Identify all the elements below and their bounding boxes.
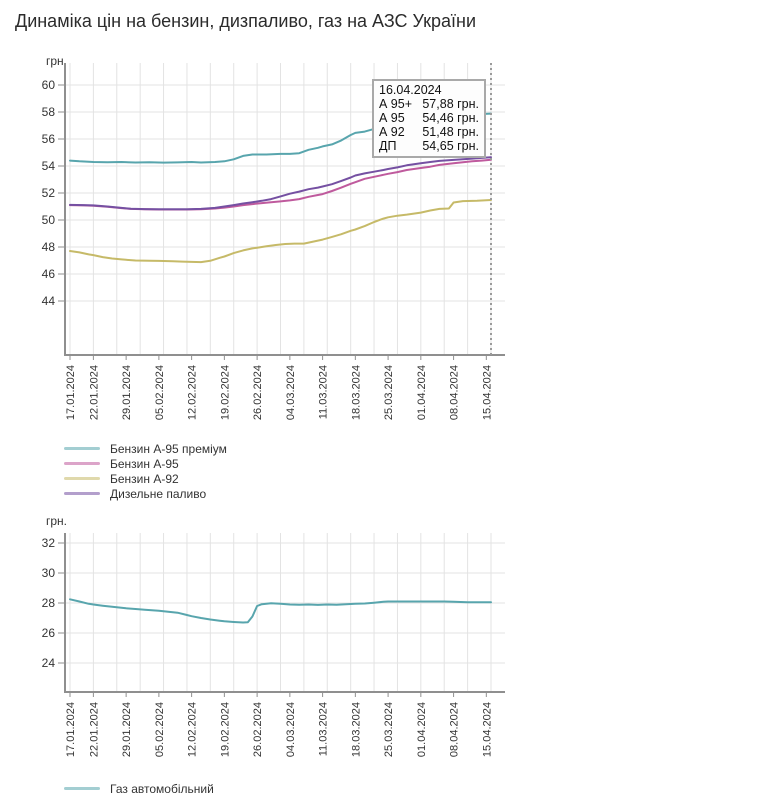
- legend-label: Бензин А-95 преміум: [110, 441, 227, 456]
- x-axis-tick-label: 04.03.2024: [285, 702, 297, 757]
- x-axis-tick-label: 17.01.2024: [65, 702, 77, 757]
- x-axis-tick-label: 05.02.2024: [154, 365, 166, 420]
- x-axis-tick-label: 26.02.2024: [252, 702, 264, 757]
- tooltip-series-value: 51,48 грн.: [422, 125, 479, 139]
- x-axis-tick-label: 11.03.2024: [318, 365, 330, 419]
- legend-label: Газ автомобільний: [110, 781, 214, 796]
- x-axis-tick-label: 19.02.2024: [219, 702, 231, 757]
- tooltip-date: 16.04.2024: [379, 83, 442, 97]
- legend-label: Бензин А-92: [110, 471, 179, 486]
- legend-swatch-yellow: [64, 477, 100, 480]
- legend-label: Бензин А-95: [110, 456, 179, 471]
- y-axis-tick-label: 48: [42, 240, 56, 254]
- legend-swatch-pink: [64, 462, 100, 465]
- legend-item[interactable]: Газ автомобільний: [64, 781, 214, 796]
- gas-chart-legend: Газ автомобільний: [64, 781, 214, 796]
- tooltip-row: А 95+ 57,88 грн.: [379, 97, 479, 111]
- x-axis-tick-label: 29.01.2024: [121, 702, 133, 757]
- tooltip-row: ДП 54,65 грн.: [379, 139, 479, 153]
- tooltip-series-value: 54,46 грн.: [422, 111, 479, 125]
- y-axis-unit-label-bottom: грн.: [46, 514, 68, 528]
- tooltip-series-label: А 95+: [379, 97, 413, 111]
- tooltip-series-label: А 95: [379, 111, 405, 125]
- tooltip-row: А 95 54,46 грн.: [379, 111, 479, 125]
- page-title: Динаміка цін на бензин, дизпаливо, газ н…: [15, 11, 477, 31]
- x-axis-tick-label: 01.04.2024: [416, 365, 428, 420]
- x-axis-tick-label: 22.01.2024: [88, 702, 100, 757]
- x-axis-tick-label: 25.03.2024: [383, 365, 395, 420]
- y-axis-tick-label: 60: [42, 78, 56, 92]
- x-axis-tick-label: 11.03.2024: [318, 702, 330, 756]
- y-axis-unit-label-top: грн.: [46, 54, 68, 68]
- x-axis-tick-label: 12.02.2024: [187, 365, 199, 420]
- x-axis-tick-label: 17.01.2024: [65, 365, 77, 420]
- legend-swatch-teal: [64, 447, 100, 450]
- x-axis-tick-label: 01.04.2024: [416, 702, 428, 757]
- x-axis-tick-label: 15.04.2024: [481, 365, 493, 420]
- x-axis-tick-label: 18.03.2024: [350, 702, 362, 757]
- x-axis-tick-label: 25.03.2024: [383, 702, 395, 757]
- y-axis-tick-label: 26: [42, 626, 56, 640]
- hover-tooltip: 16.04.2024 А 95+ 57,88 грн. А 95 54,46 грн.…: [372, 79, 486, 158]
- y-axis-tick-label: 54: [42, 159, 56, 173]
- y-axis-tick-label: 52: [42, 186, 56, 200]
- legend-item[interactable]: Бензин А-95: [64, 456, 227, 471]
- x-axis-tick-label: 29.01.2024: [121, 365, 133, 420]
- tooltip-series-value: 57,88 грн.: [422, 97, 479, 111]
- y-axis-tick-label: 28: [42, 596, 56, 610]
- x-axis-tick-label: 12.02.2024: [187, 702, 199, 757]
- x-axis-tick-label: 08.04.2024: [449, 702, 461, 757]
- series-line-yellow: [69, 199, 492, 264]
- series-line-teal: [69, 598, 492, 624]
- x-axis-tick-label: 15.04.2024: [481, 702, 493, 757]
- y-axis-tick-label: 56: [42, 132, 56, 146]
- gas-price-chart[interactable]: 32 30 28 26 24 17.01.2024 22.01.2024 29.01.2024…: [0, 510, 520, 780]
- y-axis-tick-label: 58: [42, 105, 56, 119]
- fuel-chart-legend: Бензин А-95 преміум Бензин А-95 Бензин А-9…: [64, 441, 227, 501]
- legend-item[interactable]: Бензин А-92: [64, 471, 227, 486]
- y-axis-tick-label: 30: [42, 566, 56, 580]
- x-axis-tick-label: 04.03.2024: [285, 365, 297, 420]
- x-axis-tick-label: 22.01.2024: [88, 365, 100, 420]
- y-axis-tick-label: 44: [42, 294, 56, 308]
- y-axis-tick-label: 50: [42, 213, 56, 227]
- legend-label: Дизельне паливо: [110, 486, 207, 501]
- x-axis-tick-label: 19.02.2024: [219, 365, 231, 420]
- series-line-purple: [69, 156, 492, 211]
- legend-swatch-purple: [64, 492, 100, 495]
- tooltip-series-label: А 92: [379, 125, 405, 139]
- tooltip-row: А 92 51,48 грн.: [379, 125, 479, 139]
- legend-item[interactable]: Бензин А-95 преміум: [64, 441, 227, 456]
- y-axis-tick-label: 24: [42, 656, 56, 670]
- fuel-prices-chart[interactable]: 60 58 56 54 52 50 48 46 44 17.01.2024 22.01.2024 29…: [0, 50, 520, 440]
- legend-swatch-teal: [64, 787, 100, 790]
- x-axis-tick-label: 05.02.2024: [154, 702, 166, 757]
- tooltip-series-label: ДП: [379, 139, 397, 153]
- y-axis-tick-label: 32: [42, 536, 56, 550]
- x-axis-tick-label: 08.04.2024: [449, 365, 461, 420]
- x-axis-tick-label: 26.02.2024: [252, 365, 264, 420]
- x-axis-tick-label: 18.03.2024: [350, 365, 362, 420]
- y-axis-tick-label: 46: [42, 267, 56, 281]
- legend-item[interactable]: Дизельне паливо: [64, 486, 227, 501]
- tooltip-series-value: 54,65 грн.: [422, 139, 479, 153]
